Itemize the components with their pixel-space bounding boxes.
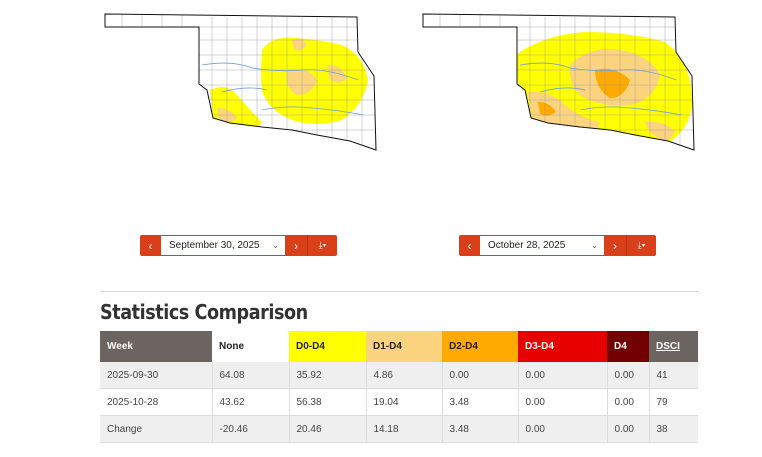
column-header-d2-d4: D2-D4: [442, 331, 518, 362]
table-row: 2025-10-28 43.62 56.38 19.04 3.48 0.00 0…: [100, 388, 698, 416]
table-cell: 14.18: [365, 415, 442, 443]
chevron-down-icon: ⌄: [591, 241, 598, 250]
table-cell: 0.00: [606, 362, 649, 389]
column-header-d3-d4: D3-D4: [518, 331, 607, 362]
table-header-row: Week None D0-D4 D1-D4 D2-D4 D3-D4 D4 DSC…: [100, 331, 698, 362]
table-cell: 4.86: [365, 362, 442, 389]
table-cell: 43.62: [211, 388, 289, 416]
table-cell: 3.48: [441, 388, 518, 416]
column-header-d0-d4: D0-D4: [289, 331, 366, 362]
statistics-table: Week None D0-D4 D1-D4 D2-D4 D3-D4 D4 DSC…: [100, 331, 698, 443]
table-cell: 35.92: [288, 362, 366, 389]
oklahoma-map: [422, 13, 695, 151]
table-cell: 56.38: [288, 388, 366, 416]
table-cell: 41: [648, 362, 698, 389]
table-cell: 20.46: [288, 415, 366, 443]
chevron-left-icon[interactable]: ‹: [140, 235, 161, 256]
chevron-right-icon[interactable]: ›: [604, 235, 626, 256]
date-picker-left: ‹ September 30, 2025 ⌄ › ⤓▾: [140, 235, 337, 256]
table-cell: Change: [100, 415, 212, 443]
date-select-left[interactable]: September 30, 2025 ⌄: [161, 235, 285, 256]
section-divider: [100, 291, 698, 292]
column-header-none: None: [212, 331, 289, 362]
table-cell: 19.04: [365, 388, 442, 416]
table-cell: 64.08: [211, 362, 289, 389]
dsci-link[interactable]: DSCI: [649, 331, 698, 362]
date-picker-right: ‹ October 28, 2025 ⌄ › ⤓▾: [459, 235, 656, 256]
table-cell: 2025-10-28: [100, 388, 212, 416]
date-select-right[interactable]: October 28, 2025 ⌄: [480, 235, 604, 256]
drought-map-september: [102, 10, 387, 155]
table-cell: 0.00: [441, 362, 518, 389]
selected-date: September 30, 2025: [169, 240, 260, 251]
section-title: Statistics Comparison: [100, 300, 308, 324]
table-cell: 2025-09-30: [100, 362, 212, 389]
table-row: 2025-09-30 64.08 35.92 4.86 0.00 0.00 0.…: [100, 362, 698, 389]
column-header-week: Week: [100, 331, 212, 362]
chevron-right-icon[interactable]: ›: [285, 235, 307, 256]
table-cell: 0.00: [606, 415, 649, 443]
column-header-d4: D4: [607, 331, 649, 362]
table-cell: 0.00: [606, 388, 649, 416]
download-icon[interactable]: ⤓▾: [626, 235, 656, 256]
table-cell: -20.46: [211, 415, 289, 443]
selected-date: October 28, 2025: [488, 240, 566, 251]
table-cell: 0.00: [517, 415, 607, 443]
table-cell: 0.00: [517, 388, 607, 416]
table-cell: 0.00: [517, 362, 607, 389]
chevron-left-icon[interactable]: ‹: [459, 235, 480, 256]
column-header-d1-d4: D1-D4: [366, 331, 442, 362]
download-icon[interactable]: ⤓▾: [307, 235, 337, 256]
chevron-down-icon: ⌄: [272, 241, 279, 250]
oklahoma-map: [104, 13, 377, 151]
table-cell: 3.48: [441, 415, 518, 443]
table-row: Change -20.46 20.46 14.18 3.48 0.00 0.00…: [100, 415, 698, 443]
drought-map-october: [420, 10, 705, 155]
table-cell: 79: [648, 388, 698, 416]
table-cell: 38: [648, 415, 698, 443]
